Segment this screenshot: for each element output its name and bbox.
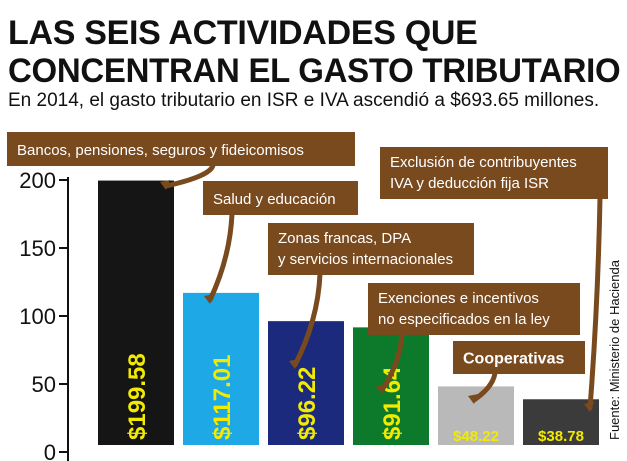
y-tick-label: 200 [19, 168, 56, 193]
bar [353, 327, 429, 445]
callout-leader [587, 195, 603, 411]
callout-pointer [204, 294, 214, 304]
category-label: Bancos, pensiones, seguros y fideicomiso… [17, 142, 304, 159]
callout-leader [471, 370, 498, 403]
callout-box [203, 181, 358, 215]
category-label: Salud y educación [213, 191, 336, 208]
bar-value-label: $199.58 [124, 353, 151, 440]
category-label: Zonas francas, DPA [278, 230, 411, 247]
chart-title-line-1: LAS SEIS ACTIVIDADES QUE [8, 14, 478, 52]
bar [98, 180, 174, 445]
callout-pointer [376, 384, 386, 394]
category-label: y servicios internacionales [278, 251, 453, 268]
bar [183, 292, 259, 445]
bar-value-label: $96.22 [294, 367, 321, 440]
callout-box [368, 283, 580, 335]
callout-pointer [584, 402, 594, 412]
y-tick-label: 150 [19, 236, 56, 261]
source-note: Fuente: Ministerio de Hacienda [607, 259, 622, 440]
chart-title-line-2: CONCENTRAN EL GASTO TRIBUTARIO [8, 52, 621, 90]
callout-box [380, 147, 608, 199]
callout-box [7, 132, 355, 166]
callout-box [453, 341, 585, 374]
bar-value-label: $91.64 [379, 366, 406, 440]
category-label: Cooperativas [463, 351, 564, 368]
chart-subtitle: En 2014, el gasto tributario en ISR e IV… [8, 90, 600, 111]
callout-leader [292, 271, 323, 368]
callout-pointer [160, 180, 170, 190]
y-tick-label: 0 [44, 440, 56, 461]
bar-value-label: $38.78 [538, 428, 584, 445]
category-label: IVA y deducción fija ISR [390, 175, 549, 192]
callout-pointer [468, 394, 478, 404]
bar-value-label: $48.22 [453, 428, 499, 445]
callout-box [268, 223, 474, 275]
category-label: no especificados en la ley [378, 311, 550, 328]
callout-leader [163, 162, 216, 189]
category-label: Exenciones e incentivos [378, 290, 539, 307]
category-label: Exclusión de contribuyentes [390, 154, 577, 171]
callout-leader [207, 211, 235, 303]
callout-pointer [289, 359, 299, 369]
bar-value-label: $117.01 [209, 355, 236, 440]
y-tick-label: 50 [32, 372, 56, 397]
y-tick-label: 100 [19, 304, 56, 329]
